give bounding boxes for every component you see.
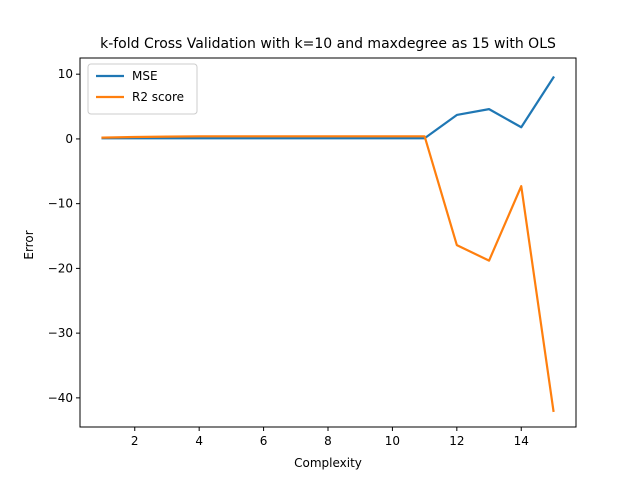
series-line-mse bbox=[101, 75, 555, 140]
x-tick-label: 4 bbox=[195, 434, 203, 448]
series-line-r2-score bbox=[101, 135, 555, 413]
y-tick-label: −10 bbox=[48, 197, 73, 211]
x-tick-label: 10 bbox=[385, 434, 400, 448]
x-tick-label: 8 bbox=[324, 434, 332, 448]
y-tick-label: −40 bbox=[48, 391, 73, 405]
y-tick-label: −20 bbox=[48, 261, 73, 275]
chart-title: k-fold Cross Validation with k=10 and ma… bbox=[100, 36, 556, 52]
y-tick-label: 10 bbox=[58, 67, 73, 81]
legend-label-r2-score: R2 score bbox=[132, 90, 184, 104]
legend: MSE R2 score bbox=[87, 63, 198, 115]
x-axis-label: Complexity bbox=[294, 456, 362, 470]
plot-area bbox=[101, 75, 555, 413]
x-tick-label: 14 bbox=[514, 434, 529, 448]
x-tick-label: 2 bbox=[131, 434, 139, 448]
x-tick-label: 6 bbox=[260, 434, 268, 448]
axes: 2 4 6 8 10 12 14 10 0 −10 −20 −30 −40 bbox=[48, 57, 577, 448]
y-axis-label: Error bbox=[22, 230, 36, 259]
x-tick-label: 12 bbox=[449, 434, 464, 448]
y-tick-label: 0 bbox=[65, 132, 73, 146]
legend-label-mse: MSE bbox=[132, 69, 158, 83]
y-tick-label: −30 bbox=[48, 326, 73, 340]
